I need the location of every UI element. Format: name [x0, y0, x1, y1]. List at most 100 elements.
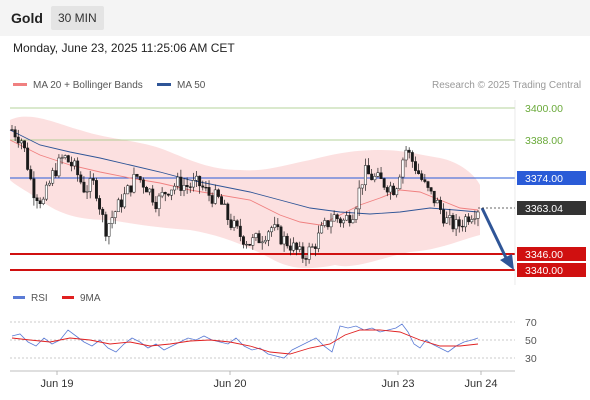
candle-body [404, 149, 408, 161]
candle-body [10, 129, 14, 131]
candle-body [48, 182, 51, 186]
candle-body [273, 224, 277, 228]
rsi-tick-30: 30 [525, 353, 537, 365]
candle-body [354, 208, 358, 220]
candle-body [104, 214, 108, 237]
candle-body [85, 191, 89, 193]
candle-body [66, 155, 70, 163]
candle-body [226, 203, 230, 220]
candle-body [113, 211, 117, 218]
candle-body [304, 258, 308, 260]
candle-body [254, 233, 258, 238]
candle-body [151, 188, 155, 203]
candle-body [320, 225, 324, 234]
candle-body [229, 219, 233, 228]
candle-body [445, 217, 449, 224]
candle-body [467, 216, 471, 223]
candle-body [426, 181, 430, 188]
legend-bollinger-label: MA 20 + Bollinger Bands [33, 80, 143, 91]
candle-body [429, 187, 433, 192]
rsi-ma-line [11, 329, 479, 355]
x-label-jun20: Jun 20 [213, 378, 246, 390]
candle-body [179, 176, 183, 191]
current-price-tag [517, 201, 586, 215]
legend-ma50-label: MA 50 [177, 80, 206, 91]
candlesticks [10, 125, 480, 267]
candle-body [44, 184, 48, 200]
candle-body [326, 220, 330, 228]
candle-body [323, 220, 327, 226]
candle-body [257, 233, 261, 244]
candle-body [41, 198, 45, 204]
candle-body [110, 217, 114, 224]
candle-body [29, 169, 33, 180]
candle-body [382, 178, 386, 188]
forecast-arrow-head [500, 254, 514, 270]
datetime-label: Monday, June 23, 2025 11:25:06 AM CET [13, 41, 235, 55]
legend-rsi: RSI [13, 293, 48, 304]
x-label-jun24: Jun 24 [464, 378, 497, 390]
candle-body [379, 172, 383, 179]
candle-body [413, 161, 417, 171]
legend-rsi-label: RSI [31, 293, 48, 304]
candle-body [82, 181, 86, 193]
candle-body [182, 185, 186, 191]
candle-body [317, 232, 320, 249]
candle-body [360, 184, 364, 189]
candle-body [407, 149, 411, 153]
candle-body [38, 200, 42, 204]
price-tag-3346 [517, 247, 586, 261]
candle-body [213, 189, 217, 204]
candle-body [76, 160, 80, 176]
candle-body [23, 140, 26, 149]
candle-body [79, 174, 83, 183]
candle-body [57, 157, 61, 177]
candle-body [348, 215, 352, 224]
candle-body [342, 219, 345, 224]
candle-body [176, 176, 180, 187]
candle-body [16, 136, 20, 144]
candle-body [307, 246, 311, 260]
candle-body [376, 172, 380, 177]
candle-body [188, 186, 192, 188]
candle-body [285, 235, 289, 247]
header-bar: Gold 30 MIN [0, 0, 590, 36]
current-price-label: 3363.04 [525, 203, 563, 215]
legend-bollinger: MA 20 + Bollinger Bands [13, 80, 143, 91]
candle-body [88, 178, 92, 192]
candle-body [135, 174, 139, 177]
candle-body [232, 220, 236, 228]
candle-body [166, 193, 170, 196]
candle-body [19, 140, 23, 144]
candle-body [223, 203, 227, 206]
candle-body [185, 185, 189, 187]
price-label-3400: 3400.00 [525, 103, 563, 115]
timeframe-button[interactable]: 30 MIN [51, 6, 104, 30]
candle-body [260, 241, 264, 244]
candle-body [191, 180, 195, 188]
candle-body [116, 199, 120, 212]
price-label-3388: 3388.00 [525, 135, 563, 147]
candle-body [423, 179, 427, 182]
candle-body [210, 195, 214, 204]
candle-body [439, 200, 442, 210]
candle-body [51, 170, 55, 184]
candle-body [398, 176, 402, 190]
candle-body [141, 179, 145, 188]
candle-body [163, 192, 167, 195]
candle-body [357, 187, 361, 210]
candle-body [392, 185, 396, 196]
candle-body [13, 129, 17, 138]
candle-body [129, 185, 133, 193]
candle-body [91, 178, 95, 181]
candle-body [401, 159, 405, 178]
candle-body [335, 214, 339, 220]
candle-body [417, 170, 421, 174]
legend-rsi-ma: 9MA [62, 293, 101, 304]
candle-body [351, 219, 355, 224]
candle-body [32, 178, 36, 199]
candle-body [235, 220, 239, 227]
candle-body [432, 190, 436, 204]
price-tag-3340 [517, 263, 586, 277]
candle-body [248, 243, 252, 246]
